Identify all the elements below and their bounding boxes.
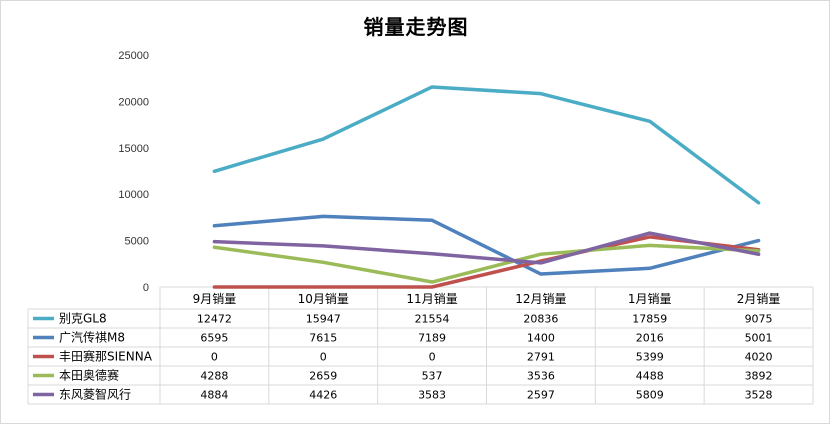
series-name-1: 广汽传祺M8 [59, 330, 125, 345]
data-label-1-1: 7615 [309, 332, 337, 345]
data-label-3-5: 3892 [745, 370, 773, 383]
series-name-0: 别克GL8 [59, 312, 107, 326]
data-label-2-4: 5399 [636, 351, 664, 364]
x-category-label-1: 10月销量 [298, 292, 349, 306]
data-label-2-2: 0 [429, 351, 436, 364]
y-tick-label-1: 5000 [125, 236, 149, 248]
x-category-label-2: 11月销量 [406, 292, 457, 306]
y-tick-label-3: 15000 [118, 143, 149, 155]
data-label-3-4: 4488 [636, 370, 664, 383]
data-label-4-3: 2597 [527, 389, 555, 402]
data-label-0-1: 15947 [306, 313, 341, 326]
y-tick-label-2: 10000 [118, 189, 149, 201]
data-label-2-3: 2791 [527, 351, 555, 364]
data-label-3-2: 537 [422, 370, 443, 383]
data-label-3-0: 4288 [200, 370, 228, 383]
data-label-4-2: 3583 [418, 389, 446, 402]
series-line-4 [212, 231, 761, 265]
series-line-2 [212, 235, 761, 289]
x-category-label-0: 9月销量 [193, 292, 237, 306]
data-label-4-0: 4884 [200, 389, 228, 402]
series-name-3: 本田奥德赛 [59, 368, 119, 383]
y-tick-label-0: 0 [143, 282, 149, 294]
x-category-label-3: 12月销量 [515, 292, 566, 306]
y-tick-label-5: 25000 [118, 50, 149, 62]
data-label-4-1: 4426 [309, 389, 337, 402]
series-line-0 [212, 85, 761, 205]
x-category-label-5: 2月销量 [737, 292, 781, 306]
series-name-2: 丰田赛那SIENNA [59, 349, 153, 364]
data-label-1-5: 5001 [745, 332, 773, 345]
x-category-label-4: 1月销量 [628, 292, 672, 306]
series-line-1 [212, 214, 761, 276]
data-label-1-3: 1400 [527, 332, 555, 345]
data-label-2-5: 4020 [745, 351, 773, 364]
data-label-0-5: 9075 [745, 313, 773, 326]
data-label-2-1: 0 [320, 351, 327, 364]
chart-title: 销量走势图 [363, 15, 469, 39]
data-label-1-0: 6595 [200, 332, 228, 345]
series-line-3 [212, 243, 761, 284]
y-tick-label-4: 20000 [118, 96, 149, 108]
data-label-0-3: 20836 [523, 313, 558, 326]
data-label-0-0: 12472 [197, 313, 232, 326]
data-label-4-4: 5809 [636, 389, 664, 402]
data-label-2-0: 0 [211, 351, 218, 364]
data-label-0-2: 21554 [415, 313, 450, 326]
data-label-0-4: 17859 [632, 313, 667, 326]
data-label-3-3: 3536 [527, 370, 555, 383]
series-name-4: 东风菱智风行 [59, 387, 131, 402]
data-label-4-5: 3528 [745, 389, 773, 402]
data-label-1-4: 2016 [636, 332, 664, 345]
data-label-3-1: 2659 [309, 370, 337, 383]
data-label-1-2: 7189 [418, 332, 446, 345]
